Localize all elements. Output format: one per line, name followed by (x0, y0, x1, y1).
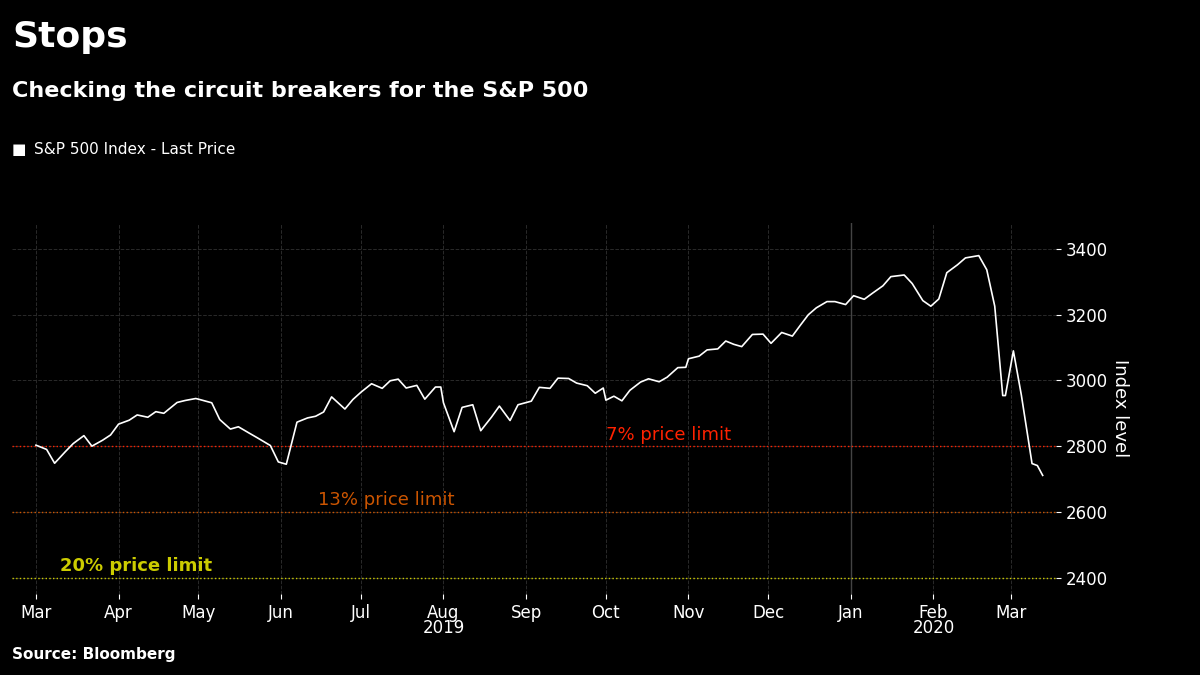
Text: Source: Bloomberg: Source: Bloomberg (12, 647, 175, 662)
Text: ■: ■ (12, 142, 26, 157)
Text: 7% price limit: 7% price limit (606, 425, 731, 443)
Text: 13% price limit: 13% price limit (318, 491, 455, 510)
Text: 20% price limit: 20% price limit (60, 557, 212, 575)
Text: Checking the circuit breakers for the S&P 500: Checking the circuit breakers for the S&… (12, 81, 588, 101)
Text: 2019: 2019 (422, 620, 464, 637)
Y-axis label: Index level: Index level (1111, 359, 1129, 458)
Text: S&P 500 Index - Last Price: S&P 500 Index - Last Price (34, 142, 235, 157)
Text: Stops: Stops (12, 20, 127, 54)
Text: 2020: 2020 (912, 620, 955, 637)
